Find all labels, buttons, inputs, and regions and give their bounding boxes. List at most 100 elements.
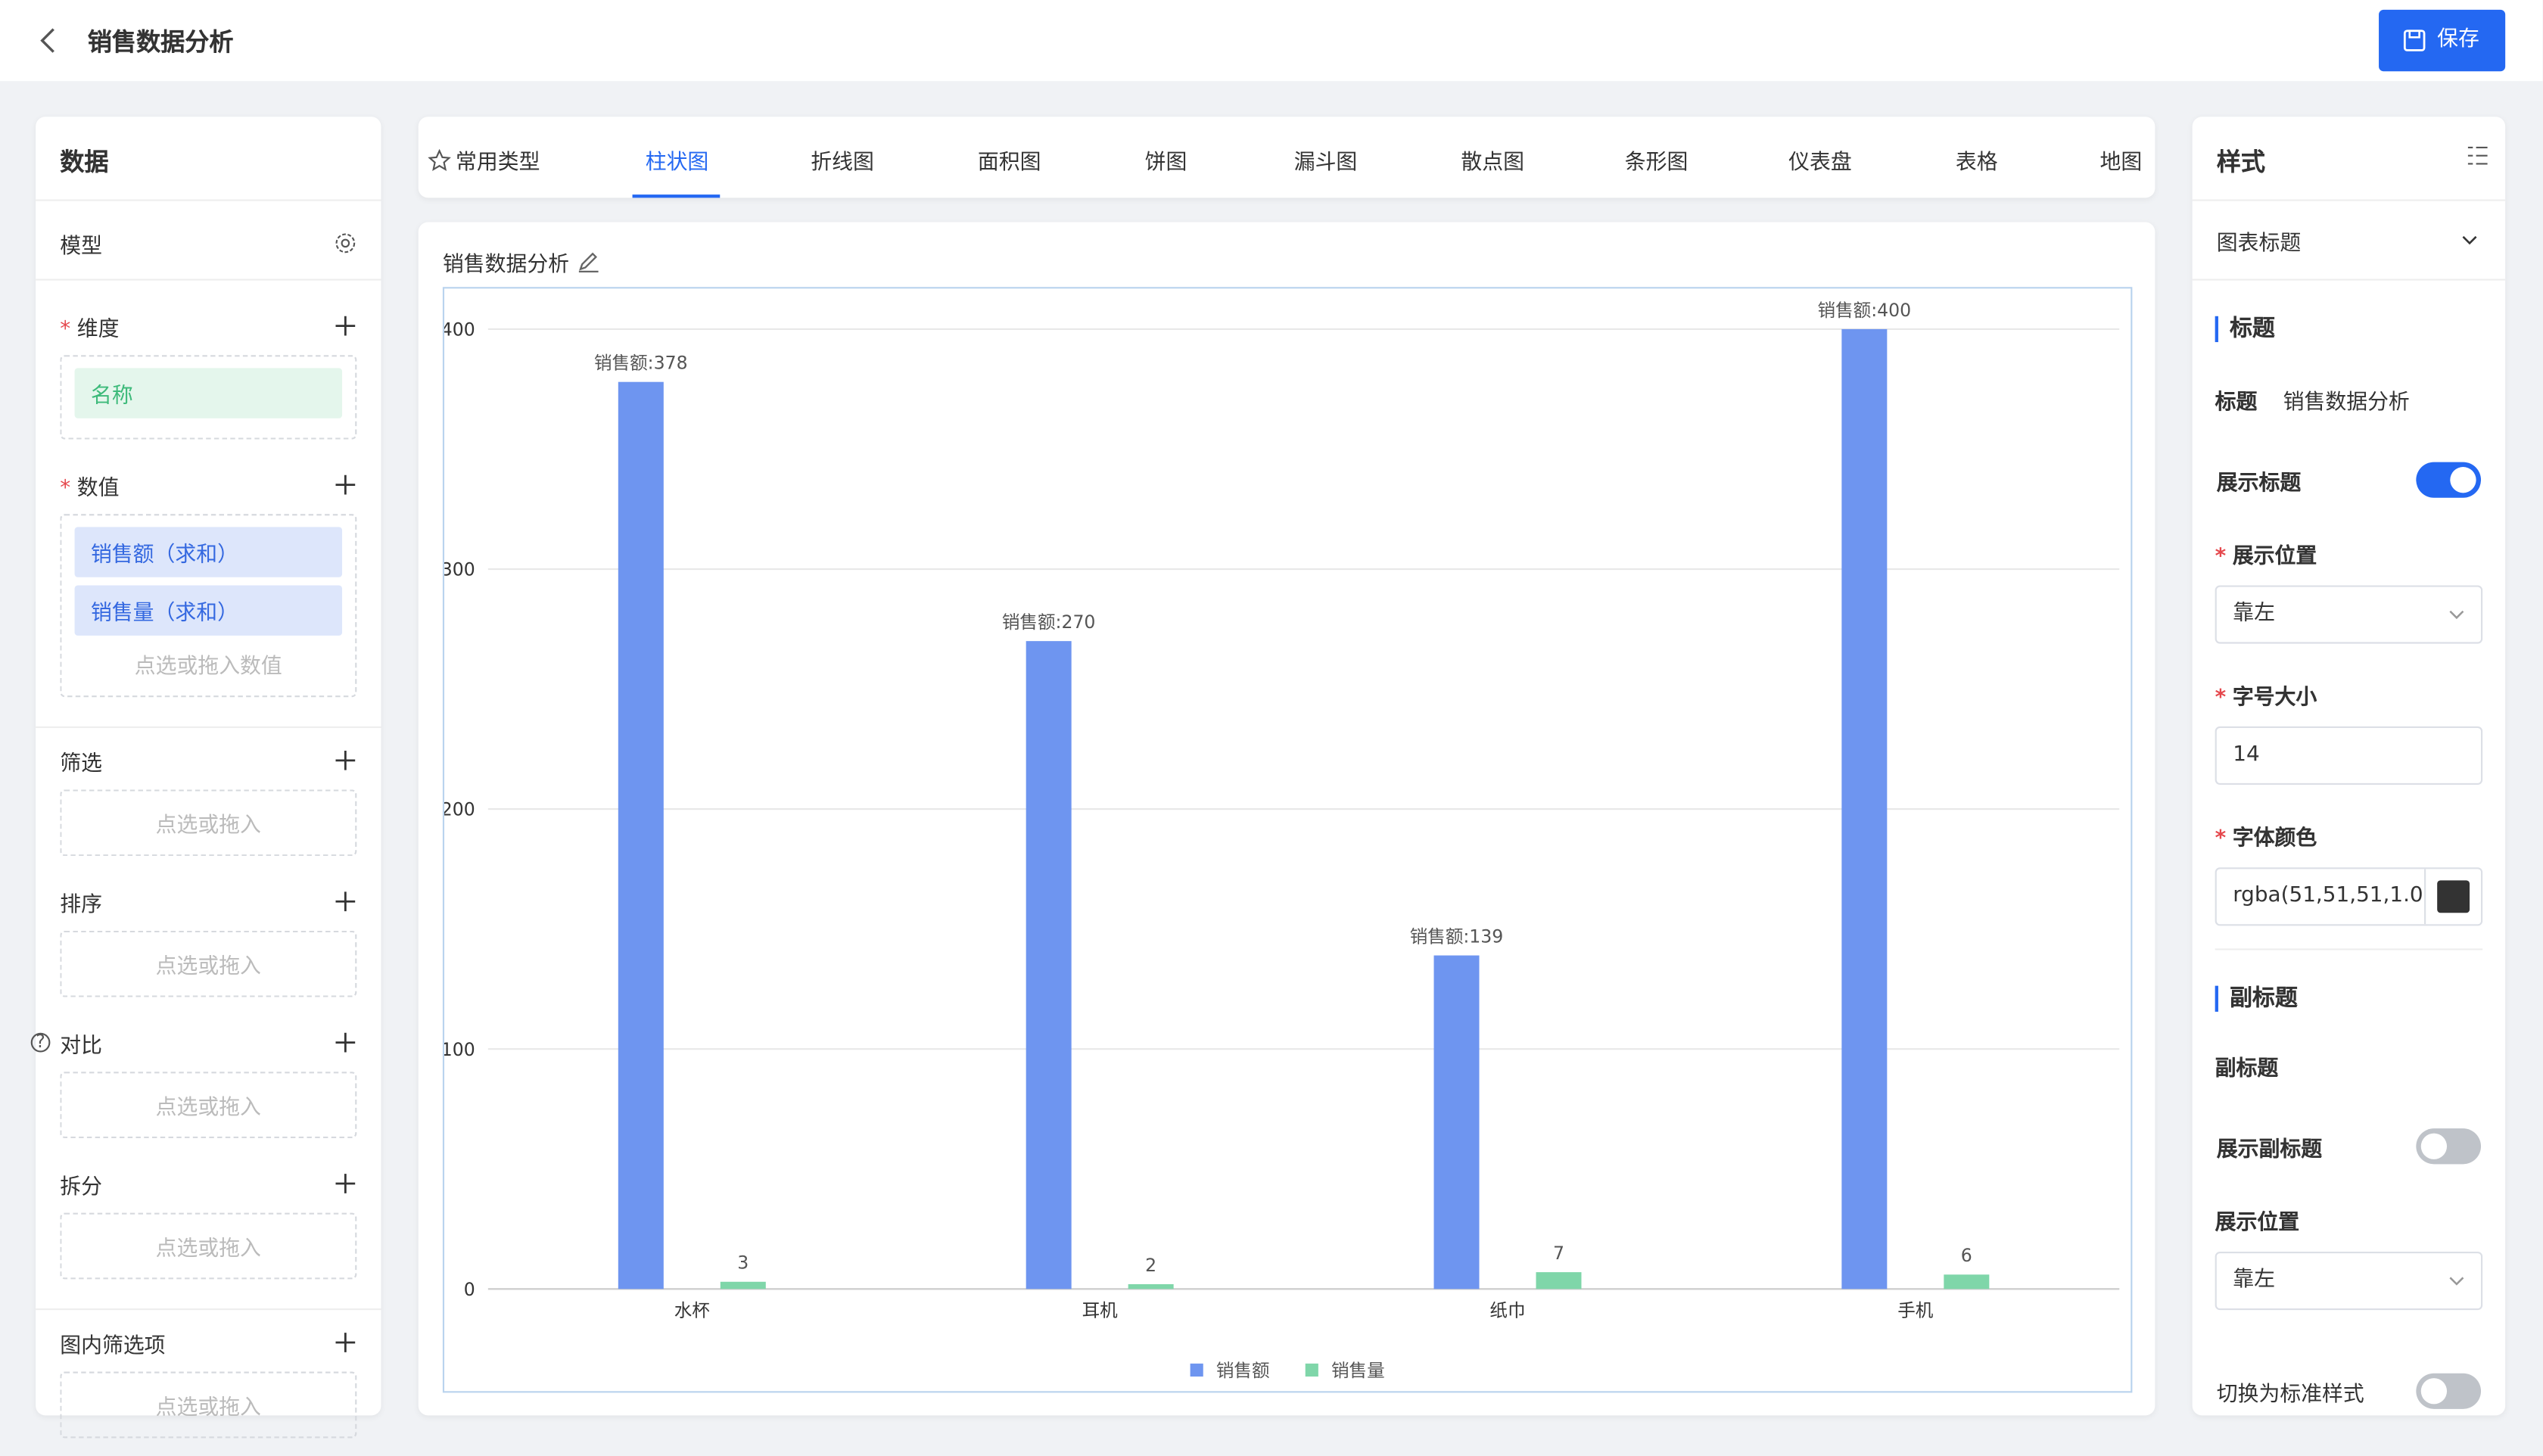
bar: [1026, 641, 1072, 1290]
chart-type-tab[interactable]: 漏斗图: [1293, 145, 1358, 176]
chart-type-tab[interactable]: 面积图: [977, 145, 1041, 176]
panel-header: 样式: [2192, 117, 2506, 201]
toggle-knob: [2420, 1378, 2448, 1405]
measure-chip[interactable]: 销售额（求和）: [74, 527, 343, 577]
color-picker[interactable]: [2424, 869, 2482, 925]
drop-zone[interactable]: 点选或拖入: [60, 930, 357, 997]
tab-label: 面积图: [977, 151, 1041, 176]
collapse-label: 图表标题: [2216, 231, 2302, 256]
measure-chip[interactable]: 销售量（求和）: [74, 585, 343, 636]
header: 销售数据分析 保存: [0, 0, 2543, 82]
y-tick-label: 400: [443, 319, 475, 340]
title-value: 销售数据分析: [2283, 390, 2410, 415]
section-header: 对比?: [30, 1026, 381, 1059]
x-tick-label: 纸巾: [1489, 1300, 1525, 1321]
collapse-row[interactable]: 图表标题: [2192, 201, 2506, 281]
active-tab-indicator: [632, 194, 721, 198]
drop-zone[interactable]: 点选或拖入: [60, 789, 357, 857]
dimension-chip[interactable]: 名称: [74, 368, 343, 418]
drop-placeholder: 点选或拖入: [155, 1237, 261, 1262]
bar: [720, 1281, 766, 1290]
legend-swatch: [1190, 1363, 1203, 1377]
chart-type-tab[interactable]: 散点图: [1461, 145, 1524, 175]
panel-title: 数据: [36, 117, 381, 201]
gear-icon[interactable]: [334, 232, 356, 254]
add-icon[interactable]: [334, 890, 356, 913]
select-input[interactable]: 14: [2215, 726, 2483, 785]
drop-zone[interactable]: 点选或拖入: [60, 1371, 357, 1439]
chart-type-tab[interactable]: 饼图: [1144, 145, 1187, 176]
save-button[interactable]: 保存: [2379, 9, 2506, 72]
data-label: 销售额:378: [594, 353, 688, 374]
toggle-knob: [2450, 467, 2476, 493]
drop-zone[interactable]: 名称: [60, 355, 357, 440]
chart-type-tab[interactable]: 折线图: [811, 145, 874, 176]
toggle[interactable]: [2416, 1373, 2482, 1409]
drop-zone[interactable]: 点选或拖入: [60, 1212, 357, 1280]
select-input[interactable]: rgba(51,51,51,1.0): [2215, 867, 2483, 926]
chart-type-tab[interactable]: 仪表盘: [1788, 145, 1852, 176]
y-tick-label: 0: [464, 1279, 475, 1300]
chart-type-tab[interactable]: 条形图: [1625, 145, 1689, 175]
toggle[interactable]: [2416, 1128, 2482, 1165]
tab-label: 仪表盘: [1788, 151, 1852, 176]
add-icon[interactable]: [334, 1331, 356, 1354]
back-icon[interactable]: [36, 26, 61, 55]
section-label: 维度: [60, 310, 120, 341]
help-icon[interactable]: ?: [28, 1031, 51, 1054]
page-title: 销售数据分析: [87, 27, 234, 57]
edit-icon[interactable]: [577, 250, 600, 272]
add-icon[interactable]: [334, 1172, 356, 1195]
menu-icon[interactable]: [2467, 145, 2489, 167]
data-label: 2: [1145, 1255, 1156, 1276]
section-label: 筛选: [60, 751, 103, 776]
field-label: 展示标题: [2216, 471, 2302, 496]
save-label: 保存: [2437, 27, 2479, 52]
drop-zone[interactable]: 销售额（求和） 销售量（求和） 点选或拖入数值: [60, 514, 357, 698]
save-icon: [2403, 30, 2426, 51]
chart-title: 销售数据分析: [442, 253, 570, 278]
chart-type-tab[interactable]: 表格: [1956, 145, 1998, 175]
drop-zone[interactable]: 点选或拖入: [60, 1072, 357, 1139]
x-tick-label: 手机: [1897, 1300, 1934, 1321]
field-label: 副标题: [2215, 1056, 2279, 1082]
dropdown-icon: [2449, 610, 2464, 620]
select-input[interactable]: 靠左: [2215, 585, 2483, 644]
drop-placeholder: 点选或拖入: [155, 954, 261, 980]
section-header: 数值: [36, 468, 381, 501]
add-icon[interactable]: [334, 474, 356, 496]
data-label: 6: [1961, 1245, 1972, 1266]
data-label: 3: [737, 1252, 749, 1274]
tab-label: 地图: [2099, 151, 2143, 176]
legend-label: 销售量: [1331, 1360, 1385, 1381]
chart-type-tab[interactable]: 常用类型: [428, 145, 540, 176]
add-icon[interactable]: [334, 749, 356, 772]
toggle-row: 切换为标准样式: [2193, 1373, 2506, 1409]
toggle-row: 展示副标题: [2193, 1128, 2506, 1165]
tab-label: 饼图: [1144, 151, 1187, 176]
toggle-row: 展示标题: [2193, 462, 2506, 498]
tab-label: 折线图: [811, 151, 874, 176]
section-label: 对比: [60, 1033, 103, 1058]
add-icon[interactable]: [334, 315, 356, 338]
data-label: 销售额:400: [1818, 300, 1912, 321]
divider: [36, 726, 381, 728]
bar: [618, 381, 664, 1290]
select-input[interactable]: 靠左: [2215, 1252, 2483, 1311]
chart-type-tab[interactable]: 柱状图: [646, 145, 709, 175]
data-panel: 数据模型维度名称数值销售额（求和）销售量（求和）点选或拖入数值筛选点选或拖入排序…: [30, 117, 381, 1439]
tab-label: 漏斗图: [1293, 151, 1358, 176]
tab-label: 常用类型: [456, 151, 540, 176]
field-label: 切换为标准样式: [2216, 1382, 2364, 1407]
field-label: 字体颜色: [2215, 820, 2483, 851]
data-label: 7: [1553, 1243, 1564, 1264]
data-label: 销售额:139: [1410, 926, 1504, 947]
x-tick-label: 耳机: [1082, 1300, 1119, 1321]
bar: [1944, 1274, 1990, 1290]
chart-type-tab[interactable]: 地图: [2099, 145, 2143, 176]
y-tick-label: 100: [443, 1039, 475, 1060]
add-icon[interactable]: [334, 1031, 356, 1054]
toggle[interactable]: [2416, 462, 2482, 498]
